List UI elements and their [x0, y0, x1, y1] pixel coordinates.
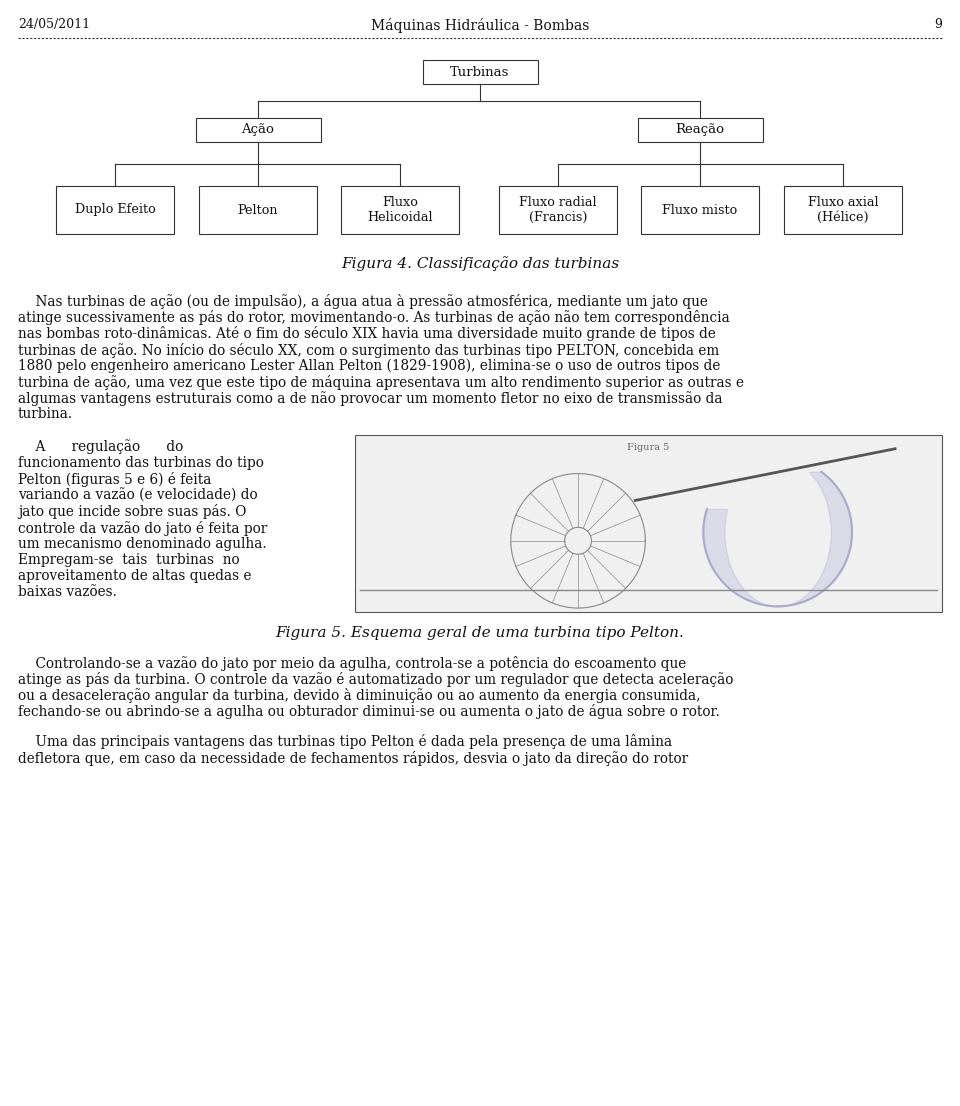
- FancyBboxPatch shape: [422, 60, 538, 84]
- FancyBboxPatch shape: [196, 118, 321, 142]
- Text: Pelton (figuras 5 e 6) é feita: Pelton (figuras 5 e 6) é feita: [18, 472, 211, 487]
- Text: A      regulação      do: A regulação do: [18, 439, 183, 455]
- Text: Empregam-se  tais  turbinas  no: Empregam-se tais turbinas no: [18, 553, 240, 567]
- Text: Máquinas Hidráulica - Bombas: Máquinas Hidráulica - Bombas: [371, 18, 589, 33]
- Bar: [355, 435, 942, 612]
- Text: atinge as pás da turbina. O controle da vazão é automatizado por um regulador qu: atinge as pás da turbina. O controle da …: [18, 671, 733, 687]
- Text: Fluxo misto: Fluxo misto: [662, 204, 737, 217]
- Text: Duplo Efeito: Duplo Efeito: [75, 204, 156, 217]
- Text: jato que incide sobre suas pás. O: jato que incide sobre suas pás. O: [18, 504, 247, 520]
- Text: funcionamento das turbinas do tipo: funcionamento das turbinas do tipo: [18, 456, 264, 470]
- Text: turbina.: turbina.: [18, 407, 73, 421]
- Text: Controlando-se a vazão do jato por meio da agulha, controla-se a potência do esc: Controlando-se a vazão do jato por meio …: [18, 656, 686, 670]
- Text: baixas vazões.: baixas vazões.: [18, 585, 117, 599]
- FancyBboxPatch shape: [56, 186, 174, 234]
- Text: Reação: Reação: [676, 124, 725, 136]
- Text: 1880 pelo engenheiro americano Lester Allan Pelton (1829-1908), elimina-se o uso: 1880 pelo engenheiro americano Lester Al…: [18, 358, 720, 373]
- Text: Ação: Ação: [242, 124, 275, 136]
- Text: 24/05/2011: 24/05/2011: [18, 18, 90, 31]
- Text: 9: 9: [934, 18, 942, 31]
- Text: controle da vazão do jato é feita por: controle da vazão do jato é feita por: [18, 521, 267, 535]
- Text: ou a desaceleração angular da turbina, devido à diminuição ou ao aumento da ener: ou a desaceleração angular da turbina, d…: [18, 688, 701, 703]
- FancyBboxPatch shape: [637, 118, 762, 142]
- Text: Figura 5: Figura 5: [628, 444, 670, 452]
- Text: turbina de ação, uma vez que este tipo de máquina apresentava um alto rendimento: turbina de ação, uma vez que este tipo d…: [18, 375, 744, 390]
- Text: atinge sucessivamente as pás do rotor, movimentando-o. As turbinas de ação não t: atinge sucessivamente as pás do rotor, m…: [18, 310, 730, 325]
- Text: Figura 4. Classificação das turbinas: Figura 4. Classificação das turbinas: [341, 255, 619, 271]
- FancyBboxPatch shape: [641, 186, 759, 234]
- Text: Figura 5. Esquema geral de uma turbina tipo Pelton.: Figura 5. Esquema geral de uma turbina t…: [276, 626, 684, 639]
- Text: Fluxo
Helicoidal: Fluxo Helicoidal: [367, 196, 433, 225]
- Text: Pelton: Pelton: [238, 204, 278, 217]
- Text: defletora que, em caso da necessidade de fechamentos rápidos, desvia o jato da d: defletora que, em caso da necessidade de…: [18, 751, 688, 765]
- Text: fechando-se ou abrindo-se a agulha ou obturador diminui-se ou aumenta o jato de : fechando-se ou abrindo-se a agulha ou ob…: [18, 705, 720, 719]
- FancyBboxPatch shape: [499, 186, 617, 234]
- FancyBboxPatch shape: [199, 186, 317, 234]
- Text: algumas vantagens estruturais como a de não provocar um momento fletor no eixo d: algumas vantagens estruturais como a de …: [18, 392, 723, 406]
- Text: aproveitamento de altas quedas e: aproveitamento de altas quedas e: [18, 570, 252, 583]
- FancyBboxPatch shape: [341, 186, 459, 234]
- Text: Uma das principais vantagens das turbinas tipo Pelton é dada pela presença de um: Uma das principais vantagens das turbina…: [18, 734, 672, 750]
- FancyBboxPatch shape: [784, 186, 902, 234]
- Text: Turbinas: Turbinas: [450, 65, 510, 79]
- Text: nas bombas roto-dinâmicas. Até o fim do século XIX havia uma diversidade muito g: nas bombas roto-dinâmicas. Até o fim do …: [18, 326, 716, 342]
- Text: Nas turbinas de ação (ou de impulsão), a água atua à pressão atmosférica, median: Nas turbinas de ação (ou de impulsão), a…: [18, 294, 708, 309]
- Text: Fluxo axial
(Hélice): Fluxo axial (Hélice): [807, 196, 878, 225]
- Text: variando a vazão (e velocidade) do: variando a vazão (e velocidade) do: [18, 488, 257, 502]
- Text: um mecanismo denominado agulha.: um mecanismo denominado agulha.: [18, 536, 267, 551]
- Text: turbinas de ação. No início do século XX, com o surgimento das turbinas tipo PEL: turbinas de ação. No início do século XX…: [18, 343, 719, 357]
- Text: Fluxo radial
(Francis): Fluxo radial (Francis): [519, 196, 597, 225]
